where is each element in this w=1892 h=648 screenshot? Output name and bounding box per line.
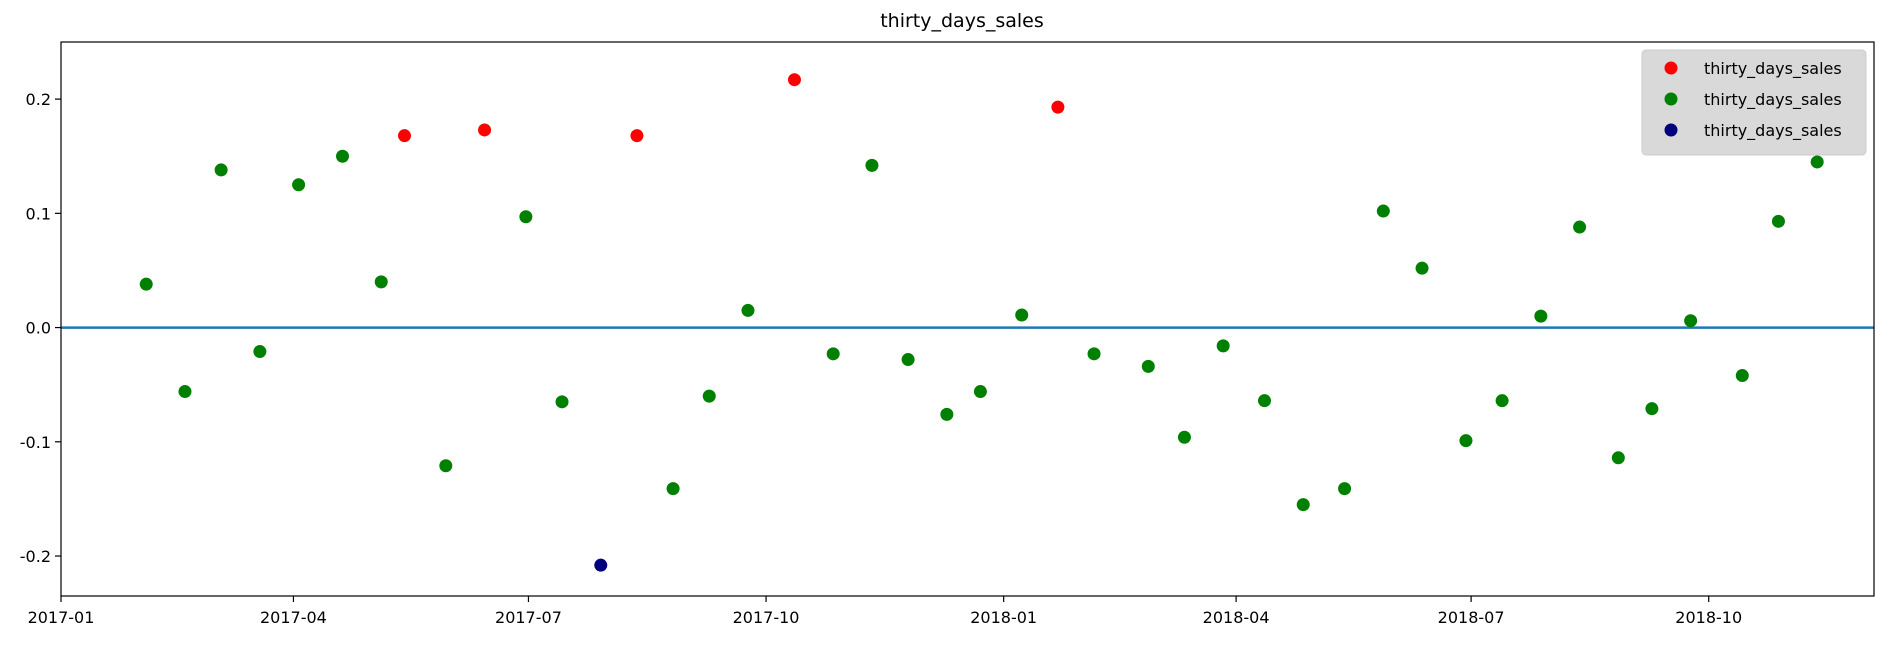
series-1-point-36 (1771, 214, 1785, 228)
x-tick-label-0: 2017-01 (28, 608, 95, 627)
x-tick-label-2: 2017-07 (495, 608, 562, 627)
series-0-point-2 (630, 129, 644, 143)
legend-marker-2 (1664, 123, 1678, 137)
legend-box (1641, 49, 1867, 156)
series-0-point-1 (478, 123, 492, 137)
series-1-point-17 (973, 385, 987, 399)
series-1-point-35 (1735, 369, 1749, 383)
series-1-point-4 (292, 178, 306, 192)
series-1-point-16 (940, 407, 954, 421)
series-0-point-4 (1051, 100, 1065, 114)
chart-title: thirty_days_sales (880, 10, 1044, 32)
plot-frame (60, 41, 1875, 597)
series-1-point-11 (702, 389, 716, 403)
series-1-point-20 (1141, 359, 1155, 373)
series-1-point-30 (1534, 309, 1548, 323)
series-1-point-34 (1684, 314, 1698, 328)
series-1-point-24 (1296, 498, 1310, 512)
y-tick-label-1: -0.1 (20, 433, 51, 452)
series-1-point-10 (666, 482, 680, 496)
series-1-point-13 (826, 347, 840, 361)
series-1-point-5 (336, 149, 350, 163)
series-1-point-19 (1087, 347, 1101, 361)
series-1-point-7 (439, 459, 453, 473)
series-1-point-28 (1459, 434, 1473, 448)
series-1-point-2 (214, 163, 228, 177)
series-1-point-23 (1258, 394, 1272, 408)
axes: 2017-01 2017-04 2017-07 2017-10 2018-01 2018-… (20, 41, 1875, 627)
series-1-point-27 (1415, 261, 1429, 275)
series-1-point-21 (1177, 430, 1191, 444)
series-1-point-25 (1338, 482, 1352, 496)
series-1-point-18 (1015, 308, 1029, 322)
x-tick-label-6: 2018-07 (1438, 608, 1505, 627)
series-0-point-0 (397, 129, 411, 143)
x-tick-label-4: 2018-01 (970, 608, 1037, 627)
x-tick-label-1: 2017-04 (260, 608, 327, 627)
series-1-point-32 (1611, 451, 1625, 465)
legend-label-1: thirty_days_sales (1704, 90, 1842, 110)
legend-label-0: thirty_days_sales (1704, 59, 1842, 79)
series-1-point-22 (1216, 339, 1230, 353)
y-tick-label-0: -0.2 (20, 547, 51, 566)
series-1-point-33 (1645, 402, 1659, 416)
series-0-point-3 (787, 73, 801, 87)
series-1-point-6 (374, 275, 388, 289)
series-1-point-9 (555, 395, 569, 409)
legend-marker-0 (1664, 61, 1678, 75)
series-1-point-14 (865, 158, 879, 172)
y-tick-label-2: 0.0 (26, 319, 51, 338)
series-1-point-8 (519, 210, 533, 224)
legend-label-2: thirty_days_sales (1704, 121, 1842, 141)
series-1-point-26 (1376, 204, 1390, 218)
plot-area (61, 73, 1874, 572)
y-tick-label-3: 0.1 (26, 204, 51, 223)
series-1-point-29 (1495, 394, 1509, 408)
series-1-point-12 (741, 303, 755, 317)
series-1-point-15 (901, 353, 915, 367)
legend-marker-1 (1664, 92, 1678, 106)
series-1-point-3 (253, 345, 267, 359)
x-tick-label-7: 2018-10 (1675, 608, 1742, 627)
series-1-point-37 (1810, 155, 1824, 169)
series-1-point-31 (1573, 220, 1587, 234)
legend: thirty_days_salesthirty_days_salesthirty… (1641, 49, 1867, 156)
series-2-point-0 (594, 558, 608, 572)
series-1-point-0 (139, 277, 153, 291)
x-tick-label-3: 2017-10 (733, 608, 800, 627)
series-1-point-1 (178, 385, 192, 399)
x-tick-label-5: 2018-04 (1203, 608, 1270, 627)
y-tick-label-4: 0.2 (26, 90, 51, 109)
